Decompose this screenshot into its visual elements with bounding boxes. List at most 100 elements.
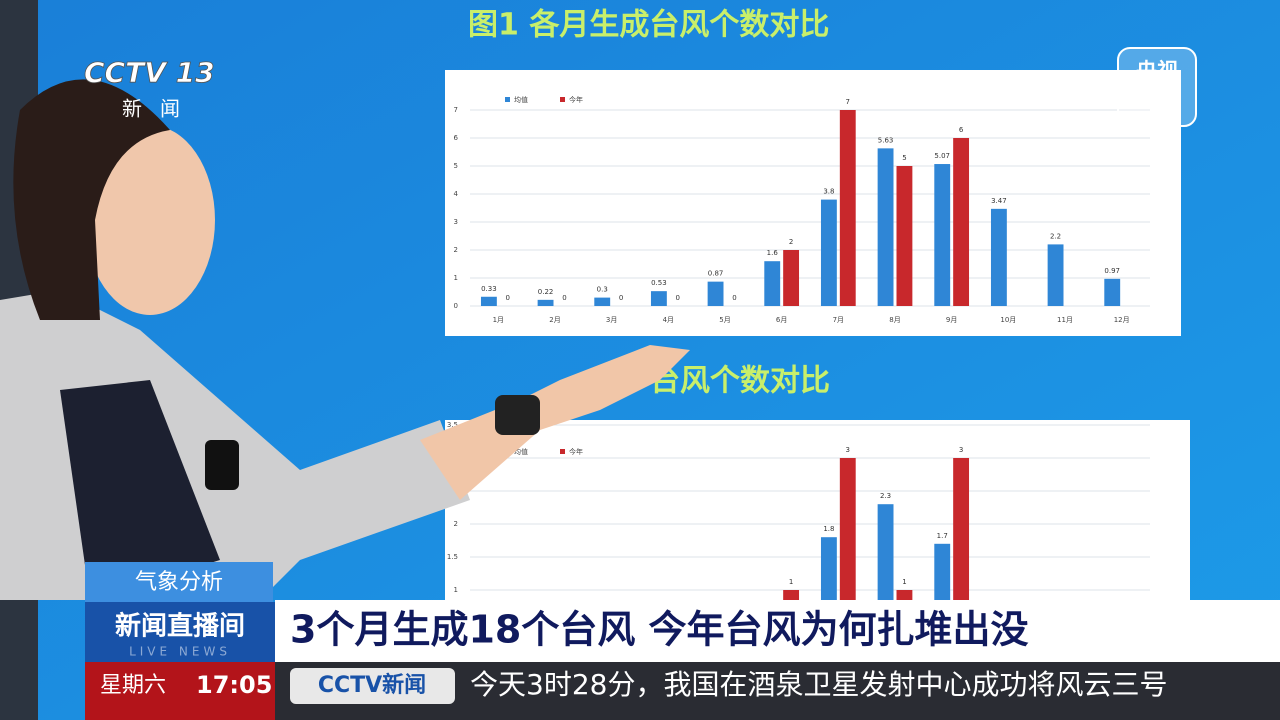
arm	[420, 345, 690, 500]
y-tick-label: 2	[454, 520, 458, 528]
ticker-logo-box	[290, 668, 455, 704]
y-tick-label: 7	[454, 106, 458, 114]
bar	[480, 296, 497, 306]
x-tick-label: 3月	[606, 316, 617, 324]
value-label: 2.2	[1050, 232, 1061, 240]
program: 新闻直播间	[115, 611, 245, 642]
y-tick-label: 6	[454, 134, 459, 142]
legend-label: 均值	[514, 447, 528, 456]
presenter	[0, 79, 690, 600]
value-label: 0.53	[651, 279, 667, 287]
value-label: 0	[676, 294, 680, 302]
x-tick-label: 1月	[493, 316, 504, 324]
y-tick-label: 4	[454, 190, 459, 198]
legend-swatch	[505, 97, 510, 102]
channel-sub: 新闻	[122, 97, 198, 121]
value-label: 1	[789, 578, 793, 586]
chart-title: 图1 各月生成台风个数对比	[468, 8, 829, 43]
program-sub: LIVE NEWS	[129, 645, 231, 659]
bar	[839, 110, 856, 306]
x-tick-label: 9月	[946, 316, 957, 324]
bar	[953, 138, 970, 306]
x-tick-label: 6月	[776, 316, 787, 324]
legend-swatch	[560, 449, 565, 454]
x-tick-label: 2月	[549, 316, 560, 324]
value-label: 3	[959, 446, 963, 454]
y-tick-label: 1	[454, 586, 458, 594]
x-tick-label: 11月	[1057, 316, 1073, 324]
microphone	[205, 440, 239, 490]
value-label: 1	[902, 578, 906, 586]
x-tick-label: 12月	[1114, 316, 1130, 324]
bar	[1047, 244, 1064, 306]
chart-panel	[445, 420, 1190, 610]
chart-title: 台风个数对比	[650, 364, 830, 399]
legend-label: 均值	[514, 95, 528, 104]
weekday: 星期六	[100, 673, 166, 698]
legend-label: 今年	[569, 447, 583, 456]
value-label: 1.6	[767, 249, 779, 257]
corner-logo: 央视新闻	[1136, 59, 1178, 109]
value-label: 0.33	[481, 285, 497, 293]
value-label: 0	[506, 294, 510, 302]
y-tick-label: 3	[454, 218, 458, 226]
program-box	[85, 602, 275, 662]
value-label: 0.3	[597, 286, 608, 294]
bar	[537, 299, 554, 306]
value-label: 2.3	[880, 492, 891, 500]
x-tick-label: 4月	[663, 316, 674, 324]
headline: 3个月生成18个台风 今年台风为何扎堆出没	[290, 608, 1029, 652]
bar	[896, 166, 913, 306]
x-tick-label: 8月	[889, 316, 900, 324]
bar	[783, 250, 800, 306]
clock-box	[85, 662, 275, 720]
segment: 气象分析	[135, 570, 223, 595]
corner-logo-box	[1117, 47, 1197, 127]
y-tick-label: 3.5	[447, 421, 458, 429]
x-tick-label: 5月	[719, 316, 730, 324]
value-label: 5	[902, 154, 906, 162]
x-tick-label: 7月	[833, 316, 844, 324]
y-tick-label: 2	[454, 246, 458, 254]
legend-swatch	[560, 97, 565, 102]
value-label: 6	[959, 126, 964, 134]
time: 17:05	[196, 671, 272, 699]
face	[85, 125, 215, 315]
y-tick-label: 1	[454, 274, 458, 282]
legend-label: 今年	[569, 95, 583, 104]
bar	[877, 148, 894, 306]
bar	[934, 164, 951, 306]
headline-bar	[275, 600, 1280, 662]
y-tick-label: 1.5	[447, 553, 458, 561]
x-tick-label: 10月	[1000, 316, 1016, 324]
y-tick-label: 5	[454, 162, 458, 170]
value-label: 1.8	[823, 525, 834, 533]
value-label: 7	[846, 98, 850, 106]
value-label: 0.87	[708, 270, 724, 278]
value-label: 5.63	[878, 136, 894, 144]
bar	[764, 261, 781, 306]
bar	[820, 199, 837, 306]
bar	[707, 281, 724, 306]
shirt	[60, 380, 220, 600]
value-label: 0	[562, 294, 566, 302]
value-label: 0	[732, 294, 736, 302]
hair	[13, 79, 171, 320]
segment-box	[85, 562, 273, 602]
value-label: 5.07	[934, 152, 950, 160]
value-label: 2	[789, 238, 793, 246]
bar	[990, 208, 1007, 306]
bar	[650, 291, 667, 306]
bar	[594, 297, 611, 306]
value-label: 0.22	[538, 288, 554, 296]
value-label: 0.97	[1104, 267, 1120, 275]
corner-logo-wrap: 央视新闻	[1136, 59, 1178, 109]
bar	[1104, 278, 1121, 306]
ticker-logo: CCTV新闻	[318, 672, 426, 698]
value-label: 3	[846, 446, 850, 454]
value-label: 1.7	[937, 532, 948, 540]
value-label: 3.8	[823, 188, 834, 196]
y-tick-label: 0	[454, 302, 458, 310]
value-label: 0	[619, 294, 623, 302]
